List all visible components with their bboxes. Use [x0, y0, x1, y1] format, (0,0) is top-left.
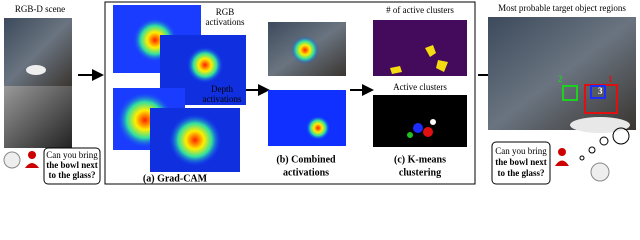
pipeline-frame: [104, 1, 476, 185]
speech-box: [43, 147, 101, 185]
label: Active clusters: [393, 82, 447, 92]
rgb-image: [4, 18, 72, 86]
person-icon: [558, 148, 566, 156]
caption: (b) Combined: [276, 154, 336, 165]
clusters: [390, 45, 448, 74]
box-label: 3: [598, 86, 603, 96]
cluster: [413, 123, 423, 133]
thought: [612, 127, 630, 145]
label: activations: [206, 17, 245, 27]
box-label: 2: [558, 74, 563, 84]
plate: [570, 117, 630, 133]
query-line: to the glass?: [498, 168, 545, 178]
speech-box: [491, 141, 551, 185]
label: Depth: [211, 84, 233, 94]
heat: [306, 116, 330, 140]
heat: [169, 114, 221, 166]
person-icon: [555, 160, 569, 166]
robot-icon: [590, 162, 610, 182]
caption: (a) Grad-CAM: [143, 173, 208, 184]
page: RGB-D scene Can you bring the bowl next …: [3, 1, 636, 185]
heat: [291, 36, 319, 64]
thought: [579, 155, 585, 161]
box: [562, 85, 578, 101]
depth-image: [4, 86, 72, 148]
query-line: Can you bring: [46, 150, 98, 160]
result-image: [488, 17, 636, 130]
caption: (c) K-means: [394, 154, 446, 165]
scene-title: RGB-D scene: [15, 4, 65, 14]
box-label: 1: [608, 74, 613, 84]
cluster: [423, 127, 433, 137]
cluster-count-image: [373, 20, 467, 76]
robot-icon: [3, 151, 21, 169]
person-icon: [28, 151, 36, 159]
heat: [187, 47, 223, 83]
query-line: the bowl next: [46, 160, 98, 170]
caption: clustering: [399, 167, 441, 178]
combined-activation: [268, 90, 346, 146]
label: activations: [203, 94, 242, 104]
thought: [599, 136, 609, 146]
box: [590, 85, 606, 99]
label: # of active clusters: [386, 5, 454, 15]
thought: [588, 146, 596, 154]
query-line: to the glass?: [49, 170, 96, 180]
active-cluster-image: [373, 95, 467, 147]
query-line: Can you bring: [495, 146, 547, 156]
result-title: Most probable target object regions: [498, 3, 626, 13]
cluster: [407, 132, 413, 138]
bowl: [26, 65, 46, 75]
person-icon: [25, 163, 39, 168]
figure: RGB-D scene Can you bring the bowl next …: [3, 1, 636, 185]
query-line: the bowl next: [495, 157, 547, 167]
cluster: [430, 119, 436, 125]
caption: activations: [283, 167, 329, 178]
label: RGB: [216, 7, 235, 17]
